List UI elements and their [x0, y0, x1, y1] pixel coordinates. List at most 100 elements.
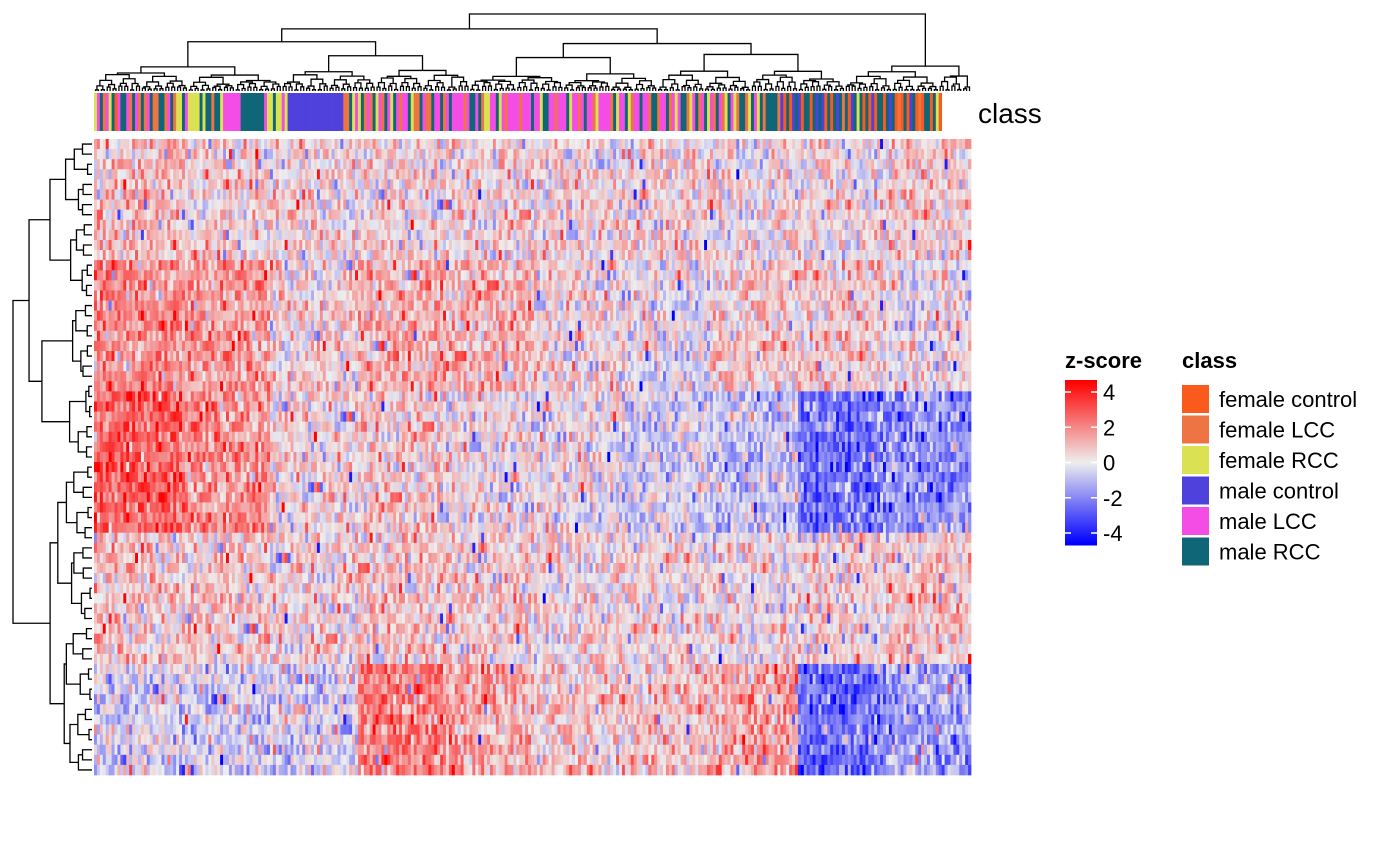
heatmap-cell: [281, 229, 285, 241]
heatmap-cell: [727, 189, 731, 200]
heatmap-cell: [944, 229, 948, 241]
heatmap-cell: [539, 209, 544, 221]
heatmap-cell: [360, 189, 365, 200]
heatmap-cell: [727, 219, 731, 231]
heatmap-cell: [328, 169, 332, 180]
heatmap-cell: [880, 260, 884, 271]
heatmap-cell: [736, 199, 740, 211]
heatmap-cell: [396, 139, 400, 150]
dendrogram-branch: [366, 82, 374, 89]
heatmap-cell: [592, 179, 596, 190]
heatmap-cell: [451, 229, 456, 241]
heatmap-cell: [143, 149, 148, 160]
heatmap-cell: [278, 159, 283, 170]
heatmap-cell: [94, 219, 98, 231]
heatmap-cell: [786, 229, 790, 241]
heatmap-cell: [583, 229, 588, 241]
heatmap-cell: [478, 179, 482, 190]
heatmap-cell: [601, 260, 605, 271]
heatmap-cell: [616, 229, 620, 241]
heatmap-cell: [167, 209, 171, 221]
heatmap-cell: [566, 179, 570, 190]
heatmap-cell: [651, 270, 655, 281]
heatmap-cell: [877, 169, 881, 180]
heatmap-cell: [434, 239, 438, 251]
heatmap-cell: [281, 189, 285, 200]
dendrogram-branch: [894, 82, 902, 90]
heatmap-cell: [407, 280, 412, 291]
heatmap-cell: [228, 169, 233, 180]
annotation-cell: [384, 93, 388, 131]
heatmap-cell: [915, 270, 919, 281]
heatmap-cell: [419, 169, 423, 180]
dendrogram-branch: [756, 78, 770, 84]
heatmap-cell: [179, 260, 183, 271]
heatmap-cell: [228, 179, 233, 190]
heatmap-cell: [96, 189, 101, 200]
heatmap-cell: [630, 179, 635, 190]
annotation-cell: [328, 93, 332, 131]
heatmap-cell: [809, 169, 813, 180]
heatmap-cell: [824, 209, 828, 221]
heatmap-cell: [545, 229, 549, 241]
heatmap-cell: [225, 139, 230, 150]
heatmap-cell: [179, 239, 183, 251]
heatmap-cell: [522, 229, 526, 241]
heatmap-cell: [560, 199, 564, 211]
heatmap-cell: [924, 270, 928, 281]
heatmap-cell: [542, 169, 547, 180]
heatmap-cell: [932, 260, 937, 271]
heatmap-cell: [874, 169, 878, 180]
heatmap-cell: [173, 260, 177, 271]
heatmap-cell: [149, 250, 154, 261]
heatmap-cell: [756, 169, 761, 180]
heatmap-cell: [214, 209, 218, 221]
heatmap-cell: [302, 280, 306, 291]
heatmap-cell: [404, 229, 409, 241]
heatmap-cell: [129, 149, 133, 160]
heatmap-cell: [551, 139, 555, 150]
heatmap-cell: [161, 199, 165, 211]
annotation-cell: [938, 93, 943, 131]
heatmap-cell: [108, 139, 112, 150]
heatmap-cell: [642, 189, 646, 200]
annotation-cell: [495, 93, 500, 131]
annotation-cell: [410, 93, 415, 131]
heatmap-cell: [234, 199, 239, 211]
heatmap-cell: [484, 280, 488, 291]
dendrogram-branch: [63, 663, 70, 745]
heatmap-cell: [841, 250, 846, 261]
heatmap-cell: [583, 149, 588, 160]
heatmap-cell: [440, 149, 444, 160]
heatmap-cell: [959, 250, 963, 261]
heatmap-cell: [601, 189, 605, 200]
heatmap-cell: [220, 139, 224, 150]
annotation-cell: [246, 93, 250, 131]
heatmap-cell: [880, 209, 884, 221]
heatmap-cell: [240, 159, 244, 170]
heatmap-cell: [179, 250, 183, 261]
heatmap-cell: [592, 229, 596, 241]
heatmap-cell: [319, 229, 324, 241]
dendrogram-branch: [382, 87, 387, 91]
annotation-cell: [117, 93, 121, 131]
heatmap-cell: [296, 270, 300, 281]
heatmap-cell: [126, 229, 130, 241]
heatmap-cell: [560, 139, 564, 150]
heatmap-cell: [554, 280, 558, 291]
annotation-cell: [155, 93, 159, 131]
heatmap-cell: [308, 199, 312, 211]
heatmap-cell: [328, 239, 332, 251]
annotation-cell: [114, 93, 118, 131]
heatmap-cell: [927, 139, 931, 150]
heatmap-cell: [231, 179, 236, 190]
heatmap-cell: [677, 189, 681, 200]
heatmap-cell: [821, 199, 825, 211]
heatmap-cell: [184, 159, 189, 170]
heatmap-cell: [225, 229, 230, 241]
heatmap-cell: [536, 159, 541, 170]
heatmap-cell: [319, 239, 324, 251]
heatmap-cell: [912, 159, 916, 170]
annotation-cell: [577, 93, 582, 131]
heatmap-cell: [155, 250, 159, 261]
